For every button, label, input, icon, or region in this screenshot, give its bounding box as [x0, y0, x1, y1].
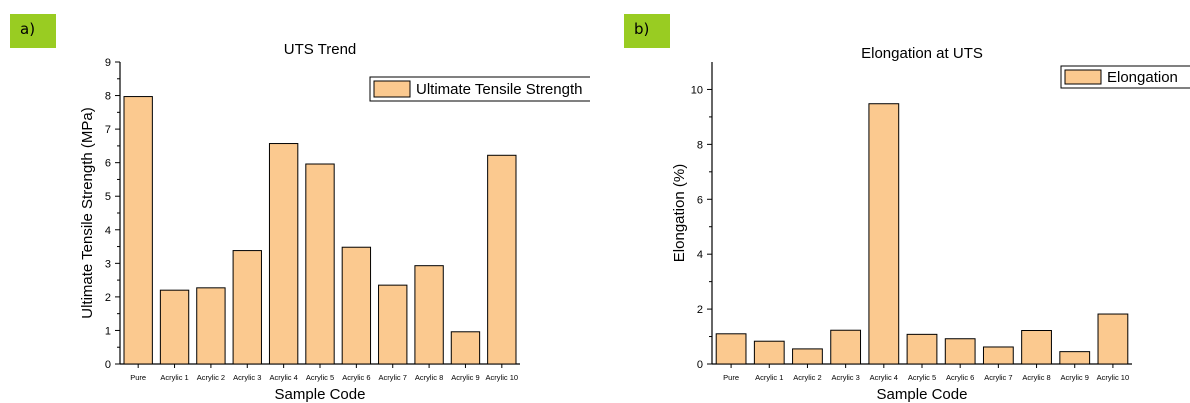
y-axis-label: Ultimate Tensile Strength (MPa)	[79, 107, 96, 318]
x-tick-label: Acrylic 3	[831, 373, 859, 382]
bar	[1097, 313, 1129, 365]
x-tick-label: Acrylic 8	[415, 373, 443, 382]
x-tick-label: Acrylic 2	[793, 373, 821, 382]
bar	[305, 163, 335, 365]
uts-chart: 0 1 2 3 4 5 6 7 8 9 Pure Acrylic 1 Acrylic 2 Acrylic…	[79, 41, 590, 403]
y-tick-label: 1	[105, 325, 111, 337]
bar	[268, 143, 299, 365]
bar	[982, 346, 1014, 365]
y-tick-label: 8	[105, 91, 111, 103]
x-tick-label: Acrylic 3	[233, 373, 261, 382]
x-tick-label: Acrylic 10	[1097, 373, 1130, 382]
chart-panel-uts: a) 0 1 2 3 4 5 6 7 8 9 Pure Acrylic 1 Acrylic 2 Acry…	[0, 0, 590, 403]
legend: Elongation	[1060, 65, 1190, 89]
y-tick-label: 10	[691, 84, 703, 96]
y-tick-label: 8	[697, 139, 703, 151]
bar	[341, 246, 372, 365]
bar	[450, 331, 481, 365]
x-axis-label: Sample Code	[275, 386, 366, 403]
bar	[232, 250, 262, 365]
x-tick-label: Pure	[723, 373, 739, 382]
bar	[868, 103, 900, 365]
plot-frame	[711, 62, 1132, 365]
x-tick-label: Acrylic 4	[269, 373, 297, 382]
bar	[414, 265, 444, 365]
x-tick-label: Acrylic 2	[197, 373, 225, 382]
bar	[830, 329, 862, 365]
bar	[159, 289, 190, 365]
x-tick-label: Acrylic 9	[451, 373, 479, 382]
x-axis-label: Sample Code	[877, 386, 968, 403]
y-tick-label: 9	[105, 57, 111, 69]
y-tick-label: 6	[697, 194, 703, 206]
bar	[753, 340, 785, 365]
bar	[715, 333, 747, 365]
y-tick-label: 7	[105, 124, 111, 136]
chart-title: UTS Trend	[284, 41, 357, 58]
x-tick-label: Acrylic 8	[1022, 373, 1050, 382]
x-tick-label: Acrylic 1	[755, 373, 783, 382]
x-tick-label: Acrylic 5	[306, 373, 334, 382]
chart-panel-elongation: b) 0 2 4 6 8 10 Pure Acrylic 1 Acrylic 2 Acrylic…	[600, 0, 1190, 403]
elongation-chart: 0 2 4 6 8 10 Pure Acrylic 1 Acrylic 2 Acrylic 3 A…	[671, 45, 1190, 403]
bar	[123, 96, 153, 365]
legend-label: Elongation	[1107, 69, 1178, 86]
chart-title: Elongation at UTS	[861, 45, 983, 62]
x-tick-label: Acrylic 9	[1061, 373, 1089, 382]
x-tick-label: Acrylic 4	[870, 373, 898, 382]
bar	[906, 333, 938, 365]
x-tick-label: Acrylic 6	[946, 373, 974, 382]
bar	[196, 287, 226, 365]
x-tick-label: Acrylic 7	[984, 373, 1012, 382]
y-tick-label: 4	[105, 225, 111, 237]
panel-label: a)	[10, 14, 56, 48]
bar	[378, 284, 408, 365]
y-tick-label: 2	[697, 304, 703, 316]
x-tick-label: Acrylic 5	[908, 373, 936, 382]
bar	[792, 348, 823, 365]
y-tick-label: 4	[697, 249, 703, 261]
y-tick-label: 0	[105, 359, 111, 371]
bar	[1059, 351, 1091, 365]
y-tick-label: 6	[105, 158, 111, 170]
bar	[487, 154, 517, 365]
y-tick-label: 5	[105, 191, 111, 203]
x-tick-label: Acrylic 1	[160, 373, 188, 382]
bar	[1021, 330, 1052, 365]
x-tick-label: Acrylic 6	[342, 373, 370, 382]
legend: Ultimate Tensile Strength	[369, 76, 590, 102]
legend-swatch	[1064, 69, 1102, 85]
x-tick-label: Acrylic 10	[486, 373, 519, 382]
y-tick-label: 2	[105, 292, 111, 304]
legend-label: Ultimate Tensile Strength	[416, 81, 582, 98]
panel-label: b)	[624, 14, 670, 48]
x-tick-label: Acrylic 7	[379, 373, 407, 382]
x-tick-label: Pure	[130, 373, 146, 382]
legend-swatch	[373, 80, 411, 98]
bar	[944, 338, 976, 365]
y-tick-label: 0	[697, 359, 703, 371]
y-axis-label: Elongation (%)	[671, 164, 688, 262]
y-tick-label: 3	[105, 258, 111, 270]
